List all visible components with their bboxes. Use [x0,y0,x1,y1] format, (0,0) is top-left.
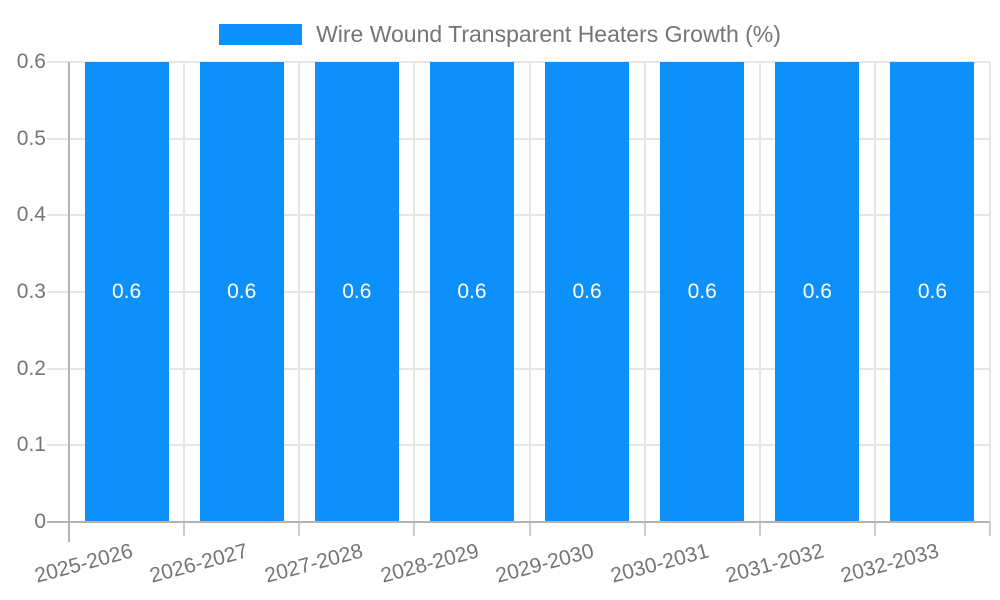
gridline-vertical [528,62,531,522]
chart-legend[interactable]: Wire Wound Transparent Heaters Growth (%… [0,22,1000,46]
x-axis-category-label: 2031-2032 [723,539,827,588]
bar-value-label: 0.6 [457,280,487,303]
bar-value-label: 0.6 [687,280,717,303]
x-axis-category-label: 2028-2029 [377,539,481,588]
y-axis-tick-label: 0.3 [16,280,46,303]
bar[interactable] [890,62,975,522]
bar[interactable] [545,62,630,522]
y-axis-tick-label: 0.6 [16,50,46,73]
y-axis-tick-label: 0.5 [16,126,46,150]
y-axis-tick-label: 0.2 [16,356,46,380]
x-axis-category-label: 2025-2026 [32,539,136,588]
gridline-horizontal [47,137,990,140]
x-axis-category-label: 2027-2028 [262,539,366,588]
x-axis-tick [989,522,991,536]
x-axis-tick [298,522,301,536]
bar[interactable] [199,62,284,522]
x-axis-category-label: 2026-2027 [147,539,251,588]
y-axis-tick-label: 0 [34,510,46,533]
gridline-horizontal [47,444,990,447]
gridline-vertical [413,62,416,522]
bar-value-label: 0.6 [342,280,372,303]
x-axis-tick [643,522,646,536]
bar-value-label: 0.6 [572,280,602,303]
y-axis-line [68,62,70,542]
x-axis-tick [873,522,876,536]
gridline-vertical [873,62,876,522]
x-axis-tick [413,522,416,536]
bar[interactable] [775,62,860,522]
gridline-vertical [183,62,186,522]
x-axis-tick [528,522,531,536]
bar-value-label: 0.6 [111,280,142,303]
bar[interactable] [314,62,399,522]
bar-value-label: 0.6 [227,280,257,303]
x-axis-category-label: 2029-2030 [492,539,596,588]
plot-area: 0 0.1 0.2 0.3 0.4 0.5 0.6 0.6 2025-2026 0.6 2026-2… [17,50,991,588]
gridline-horizontal [47,61,990,63]
gridline-vertical [643,62,646,522]
bar-value-label: 0.6 [917,280,948,303]
legend-swatch [219,23,303,45]
bar[interactable] [429,62,514,522]
gridline-horizontal [47,291,990,293]
bar[interactable] [660,62,745,522]
bar[interactable] [84,62,169,522]
x-axis-category-label: 2030-2031 [608,539,712,588]
y-axis-tick-label: 0.4 [16,203,46,227]
x-axis-tick [758,522,761,536]
x-axis-category-label: 2032-2033 [838,539,942,588]
gridline-horizontal [47,367,990,370]
gridline-vertical [758,62,761,522]
x-axis-tick [183,522,186,536]
y-axis-tick-label: 0.1 [16,433,46,457]
gridline-vertical [989,62,991,522]
gridline-vertical [298,62,301,522]
gridline-horizontal [47,214,990,217]
legend-label: Wire Wound Transparent Heaters Growth (%… [316,21,781,47]
x-axis-line [47,521,990,523]
bar-value-label: 0.6 [802,280,832,303]
